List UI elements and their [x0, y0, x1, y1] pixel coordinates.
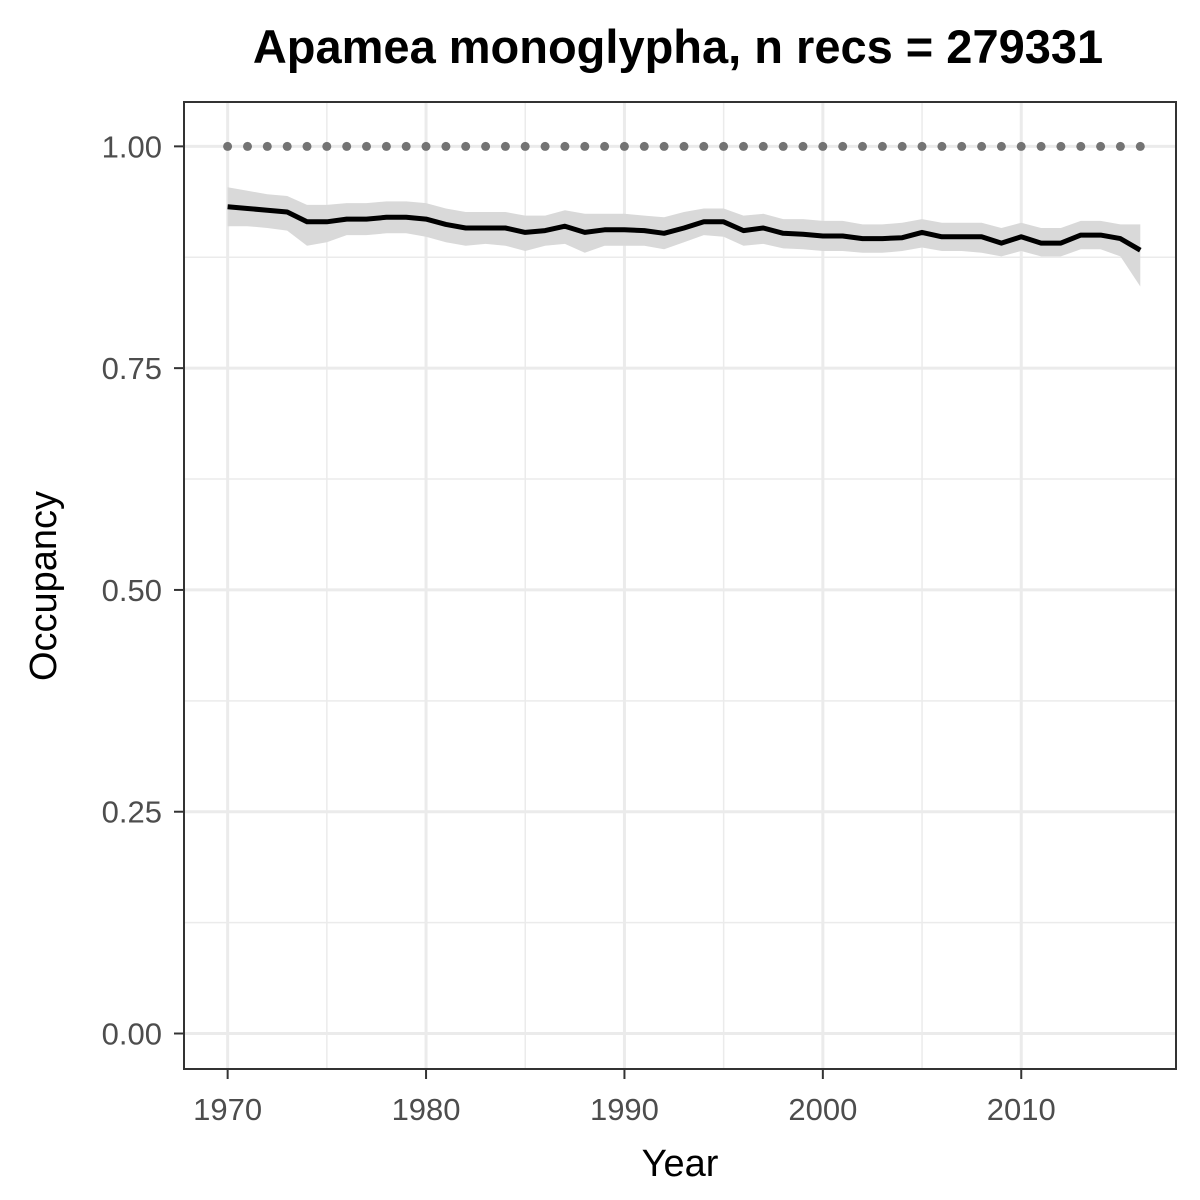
reference-point — [838, 141, 848, 151]
reference-point — [243, 141, 252, 151]
reference-point — [421, 141, 431, 151]
reference-dotted-line-group — [223, 141, 1145, 151]
reference-point — [739, 141, 748, 151]
x-tick-label: 1970 — [193, 1092, 262, 1127]
reference-point — [1016, 141, 1026, 151]
x-axis: 1970 1980 1990 2000 2010 — [193, 1069, 1056, 1127]
reference-point — [858, 141, 867, 151]
y-tick-label: 0.75 — [102, 351, 162, 386]
reference-point — [560, 141, 570, 151]
reference-point — [322, 141, 332, 151]
y-axis: 0.00 0.25 0.50 0.75 1.00 — [102, 129, 184, 1052]
x-axis-title: Year — [642, 1143, 719, 1185]
reference-point — [917, 141, 927, 151]
y-tick-label: 0.00 — [102, 1017, 162, 1052]
reference-point — [619, 141, 629, 151]
grid-minor — [184, 102, 1176, 1069]
y-tick-label: 1.00 — [102, 129, 162, 164]
reference-point — [679, 141, 689, 151]
reference-point — [481, 141, 491, 151]
reference-point — [937, 141, 947, 151]
reference-point — [877, 141, 887, 151]
credible-interval-ribbon-group — [227, 187, 1141, 287]
reference-point — [441, 141, 451, 151]
reference-point — [977, 141, 987, 151]
occupancy-line-group — [227, 204, 1142, 253]
credible-interval-ribbon — [227, 187, 1141, 287]
reference-point — [719, 141, 729, 151]
reference-point — [818, 141, 828, 151]
reference-point — [302, 141, 312, 151]
reference-point — [223, 141, 233, 151]
reference-point — [1115, 141, 1125, 151]
reference-point — [897, 141, 907, 151]
reference-point — [639, 141, 649, 151]
x-tick-label: 2000 — [788, 1092, 857, 1127]
reference-point — [262, 141, 272, 151]
occupancy-line — [227, 204, 1142, 253]
chart-title: Apamea monoglypha, n recs = 279331 — [253, 20, 1103, 73]
reference-point — [540, 141, 550, 151]
reference-point — [580, 141, 590, 151]
reference-point — [798, 141, 808, 151]
y-tick-label: 0.50 — [102, 573, 162, 608]
reference-point — [1076, 141, 1086, 151]
reference-point — [401, 141, 411, 151]
x-tick-label: 2010 — [987, 1092, 1056, 1127]
reference-point — [957, 141, 967, 151]
reference-point — [699, 141, 709, 151]
reference-point — [520, 141, 530, 151]
reference-point — [778, 141, 788, 151]
reference-point — [381, 141, 391, 151]
reference-point — [1096, 141, 1106, 151]
reference-point — [342, 141, 352, 151]
reference-point — [500, 141, 510, 151]
x-tick-label: 1980 — [392, 1092, 461, 1127]
y-tick-label: 0.25 — [102, 795, 162, 830]
reference-point — [600, 141, 610, 151]
panel-border — [183, 101, 1177, 1070]
reference-point — [1056, 141, 1066, 151]
reference-point — [1036, 141, 1046, 151]
reference-point — [362, 141, 371, 151]
reference-point — [659, 141, 669, 151]
reference-point — [758, 141, 768, 151]
reference-point — [1135, 141, 1145, 151]
x-tick-label: 1990 — [590, 1092, 659, 1127]
reference-point — [461, 141, 471, 151]
reference-point — [996, 141, 1006, 151]
reference-point — [282, 141, 292, 151]
y-axis-title: Occupancy — [23, 491, 65, 681]
